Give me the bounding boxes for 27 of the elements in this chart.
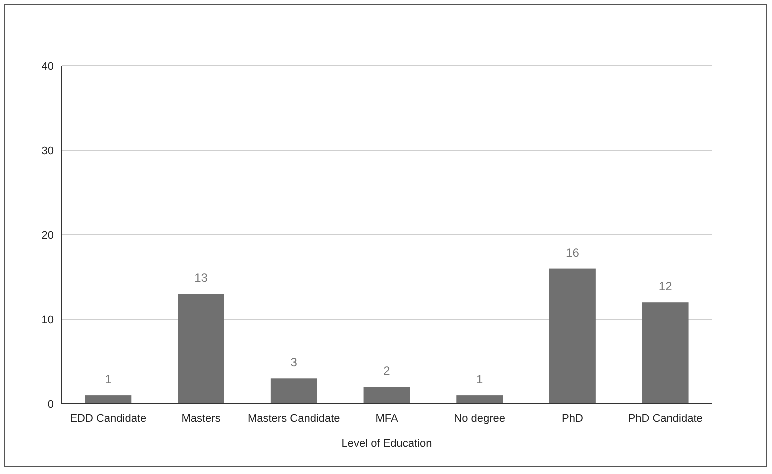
bar	[642, 302, 689, 404]
x-tick-label: Masters Candidate	[248, 413, 340, 425]
x-tick-label: EDD Candidate	[70, 413, 147, 425]
bar	[178, 294, 224, 404]
y-tick-label: 0	[48, 398, 54, 411]
x-axis-title: Level of Education	[342, 438, 432, 450]
data-label: 2	[384, 364, 391, 378]
data-label: 13	[194, 271, 208, 286]
y-tick-label: 10	[42, 314, 54, 326]
bar	[364, 387, 410, 404]
y-tick-label: 30	[42, 145, 54, 158]
data-label: 1	[105, 372, 112, 387]
x-tick-label: MFA	[376, 413, 399, 425]
data-label: 12	[658, 280, 673, 294]
x-tick-label: PhD	[562, 413, 584, 425]
y-tick-label: 40	[42, 60, 54, 73]
x-tick-label: No degree	[454, 413, 506, 425]
y-tick-label: 20	[42, 230, 54, 242]
x-tick-label: Masters	[182, 413, 222, 425]
bar	[550, 268, 596, 404]
bar	[456, 396, 504, 404]
bar	[270, 378, 318, 404]
data-label: 1	[476, 372, 484, 387]
bar	[85, 396, 132, 404]
data-label: 3	[290, 356, 298, 370]
data-label: 16	[566, 246, 580, 260]
x-tick-label: PhD Candidate	[628, 413, 703, 425]
